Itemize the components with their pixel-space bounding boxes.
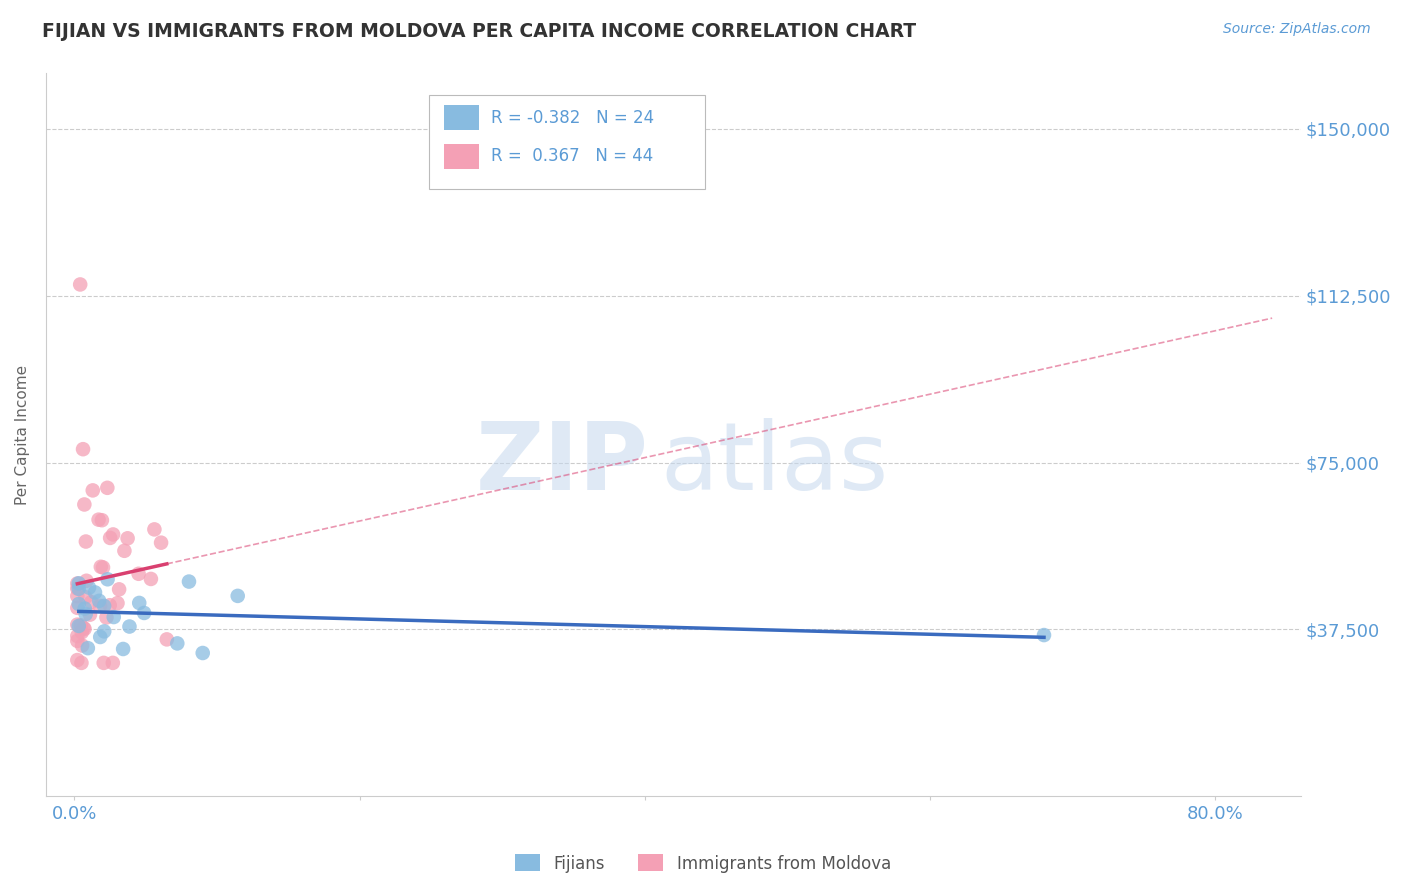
Point: [75, 574, 97, 588]
Point: [70, 639, 93, 653]
Point: [89, 599, 111, 613]
Point: [77, 581, 100, 595]
FancyBboxPatch shape: [429, 95, 704, 189]
Point: [87, 513, 110, 527]
Point: [66, 617, 89, 632]
Point: [177, 574, 200, 589]
Point: [66, 582, 89, 596]
Point: [89, 594, 111, 608]
Y-axis label: Per Capita Income: Per Capita Income: [15, 365, 30, 505]
Point: [191, 646, 214, 660]
FancyBboxPatch shape: [444, 144, 479, 169]
Point: [98, 531, 121, 545]
Point: [67, 597, 90, 611]
Text: atlas: atlas: [661, 417, 889, 509]
Point: [112, 642, 135, 657]
Point: [97, 572, 120, 586]
Point: [96, 481, 118, 495]
Point: [93, 656, 115, 670]
Point: [101, 656, 124, 670]
Legend: Fijians, Immigrants from Moldova: Fijians, Immigrants from Moldova: [509, 847, 897, 880]
Point: [72, 621, 94, 635]
Point: [103, 610, 125, 624]
Point: [139, 572, 162, 586]
Point: [118, 619, 141, 633]
Text: R =  0.367   N = 44: R = 0.367 N = 44: [491, 147, 654, 165]
Point: [73, 498, 96, 512]
Point: [150, 535, 173, 549]
Point: [66, 576, 89, 591]
Point: [73, 622, 96, 636]
Point: [72, 442, 94, 457]
Point: [66, 589, 89, 603]
Point: [96, 610, 118, 624]
Point: [93, 624, 115, 639]
Point: [90, 559, 112, 574]
Point: [226, 589, 249, 603]
Point: [69, 277, 91, 292]
Point: [143, 522, 166, 536]
Point: [101, 527, 124, 541]
Point: [66, 633, 89, 648]
Point: [80, 595, 103, 609]
Point: [70, 656, 93, 670]
Point: [84, 585, 107, 599]
Point: [166, 636, 188, 650]
Point: [112, 543, 135, 558]
Point: [73, 601, 96, 615]
Point: [156, 632, 179, 647]
Point: [67, 576, 90, 591]
Point: [1033, 628, 1056, 642]
Point: [89, 630, 111, 644]
Point: [66, 600, 89, 615]
Point: [75, 591, 97, 605]
Point: [69, 618, 91, 632]
Point: [117, 531, 139, 545]
Point: [76, 641, 98, 656]
Point: [75, 534, 97, 549]
Point: [93, 599, 115, 613]
Point: [91, 560, 114, 574]
Point: [66, 629, 89, 643]
Point: [90, 513, 112, 527]
Point: [98, 599, 121, 613]
FancyBboxPatch shape: [444, 105, 479, 130]
Point: [134, 606, 156, 620]
Point: [70, 625, 93, 640]
Point: [67, 582, 90, 596]
Point: [66, 653, 89, 667]
Point: [108, 582, 131, 597]
Point: [107, 596, 129, 610]
Point: [75, 607, 97, 621]
Point: [79, 607, 101, 622]
Text: ZIP: ZIP: [475, 417, 648, 509]
Text: FIJIAN VS IMMIGRANTS FROM MOLDOVA PER CAPITA INCOME CORRELATION CHART: FIJIAN VS IMMIGRANTS FROM MOLDOVA PER CA…: [42, 22, 917, 41]
Point: [67, 619, 90, 633]
Point: [128, 566, 150, 581]
Point: [128, 596, 150, 610]
Text: Source: ZipAtlas.com: Source: ZipAtlas.com: [1223, 22, 1371, 37]
Text: R = -0.382   N = 24: R = -0.382 N = 24: [491, 109, 655, 127]
Point: [82, 483, 104, 498]
